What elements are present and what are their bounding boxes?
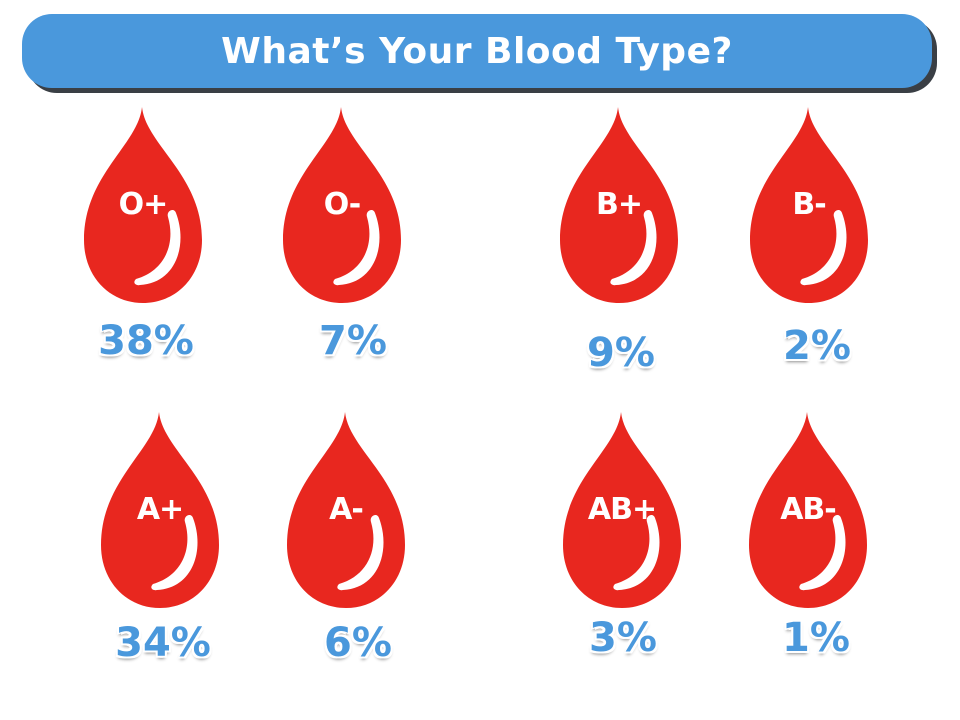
blood-type-label: A- bbox=[329, 492, 364, 527]
blood-type-label: A+ bbox=[136, 492, 184, 527]
blood-drop-b-neg: B- bbox=[750, 105, 910, 315]
blood-type-percent: 1% bbox=[782, 615, 850, 661]
blood-type-percent: 34% bbox=[115, 620, 211, 666]
blood-type-label: O- bbox=[323, 187, 362, 222]
blood-drop-ab-neg: AB- bbox=[749, 410, 909, 620]
blood-drop-b-pos: B+ bbox=[560, 105, 720, 315]
blood-type-label: B- bbox=[792, 187, 826, 222]
blood-drop-icon bbox=[287, 412, 405, 608]
blood-type-percent: 2% bbox=[783, 323, 851, 369]
blood-drop-a-pos: A+ bbox=[101, 410, 261, 620]
blood-type-percent: 3% bbox=[589, 615, 657, 661]
blood-type-label: O+ bbox=[118, 187, 169, 222]
blood-drop-icon bbox=[750, 107, 868, 303]
blood-drop-icon bbox=[84, 107, 202, 303]
page-title: What’s Your Blood Type? bbox=[221, 30, 733, 72]
blood-drop-o-pos: O+ bbox=[84, 105, 244, 315]
blood-type-percent: 7% bbox=[319, 318, 387, 364]
blood-type-label: AB+ bbox=[587, 492, 657, 527]
blood-drop-icon bbox=[101, 412, 219, 608]
blood-type-label: B+ bbox=[595, 187, 643, 222]
blood-drop-icon bbox=[563, 412, 681, 608]
blood-type-percent: 6% bbox=[324, 620, 392, 666]
blood-drop-ab-pos: AB+ bbox=[563, 410, 723, 620]
blood-type-percent: 9% bbox=[587, 330, 655, 376]
blood-drop-icon bbox=[749, 412, 867, 608]
blood-drop-icon bbox=[560, 107, 678, 303]
blood-drop-a-neg: A- bbox=[287, 410, 447, 620]
blood-type-percent: 38% bbox=[98, 318, 194, 364]
blood-type-label: AB- bbox=[780, 492, 837, 527]
blood-drop-icon bbox=[283, 107, 401, 303]
title-banner: What’s Your Blood Type? bbox=[22, 14, 932, 88]
blood-drop-o-neg: O- bbox=[283, 105, 443, 315]
